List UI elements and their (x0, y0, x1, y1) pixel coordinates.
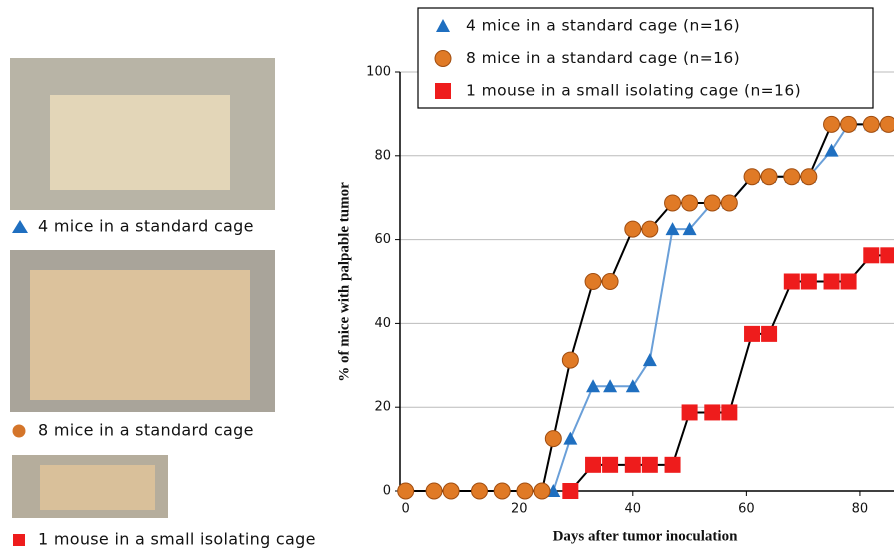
marker (761, 169, 777, 185)
marker (602, 457, 618, 473)
marker (563, 432, 577, 445)
y-axis-label: % of mice with palpable tumor (336, 182, 352, 382)
marker (494, 483, 510, 499)
marker (682, 404, 698, 420)
marker (443, 483, 459, 499)
marker (721, 195, 737, 211)
marker (744, 326, 760, 342)
figure: 4 mice in a standard cage 8 mice in a st… (0, 0, 894, 553)
x-tick-label: 80 (852, 502, 869, 517)
marker (880, 247, 894, 263)
marker (435, 83, 451, 99)
caption-icon (12, 220, 28, 233)
marker (863, 247, 879, 263)
marker (625, 457, 641, 473)
series-line (570, 255, 888, 491)
marker (841, 116, 857, 132)
y-tick-label: 20 (374, 400, 391, 415)
marker (704, 404, 720, 420)
marker (801, 169, 817, 185)
marker (426, 483, 442, 499)
bedding (50, 95, 230, 190)
marker (602, 274, 618, 290)
marker (534, 483, 550, 499)
legend-label: 1 mouse in a small isolating cage (n=16) (466, 82, 801, 100)
marker (824, 274, 840, 290)
y-tick-label: 60 (374, 232, 391, 247)
marker (824, 116, 840, 132)
x-axis-label: Days after tumor inoculation (553, 528, 739, 544)
x-tick-label: 40 (625, 502, 642, 517)
marker (585, 457, 601, 473)
marker (682, 195, 698, 211)
marker (517, 483, 533, 499)
caption: 4 mice in a standard cage (38, 217, 254, 236)
marker (784, 169, 800, 185)
legend: 4 mice in a standard cage (n=16) 8 mice i… (418, 8, 873, 108)
marker (744, 169, 760, 185)
plot: 0 20 40 60 80 100 0 20 40 60 80 (366, 65, 894, 517)
marker (625, 221, 641, 237)
x-tick-label: 60 (738, 502, 755, 517)
legend-label: 4 mice in a standard cage (n=16) (466, 17, 740, 35)
caption: 1 mouse in a small isolating cage (38, 530, 316, 549)
marker (642, 457, 658, 473)
series-line (553, 124, 888, 491)
marker (704, 195, 720, 211)
y-tick-label: 80 (374, 148, 391, 163)
bedding (40, 465, 155, 510)
marker (585, 274, 601, 290)
marker (784, 274, 800, 290)
marker (398, 483, 414, 499)
y-tick-label: 100 (366, 65, 391, 80)
x-tick-label: 0 (402, 502, 410, 517)
marker (435, 51, 451, 67)
marker (562, 352, 578, 368)
marker (665, 195, 681, 211)
marker (665, 457, 681, 473)
bedding (30, 270, 250, 400)
marker (643, 353, 657, 366)
marker (562, 483, 578, 499)
marker (545, 431, 561, 447)
marker (825, 144, 839, 157)
marker (863, 116, 879, 132)
marker (471, 483, 487, 499)
marker (721, 404, 737, 420)
marker (642, 221, 658, 237)
y-tick-label: 40 (374, 316, 391, 331)
legend-label: 8 mice in a standard cage (n=16) (466, 49, 740, 67)
marker (841, 274, 857, 290)
x-tick-label: 20 (511, 502, 528, 517)
marker (801, 274, 817, 290)
marker (880, 116, 894, 132)
y-tick-label: 0 (383, 484, 391, 499)
caption-icon (13, 425, 26, 438)
marker (761, 326, 777, 342)
caption-icon (13, 534, 25, 546)
caption: 8 mice in a standard cage (38, 421, 254, 440)
